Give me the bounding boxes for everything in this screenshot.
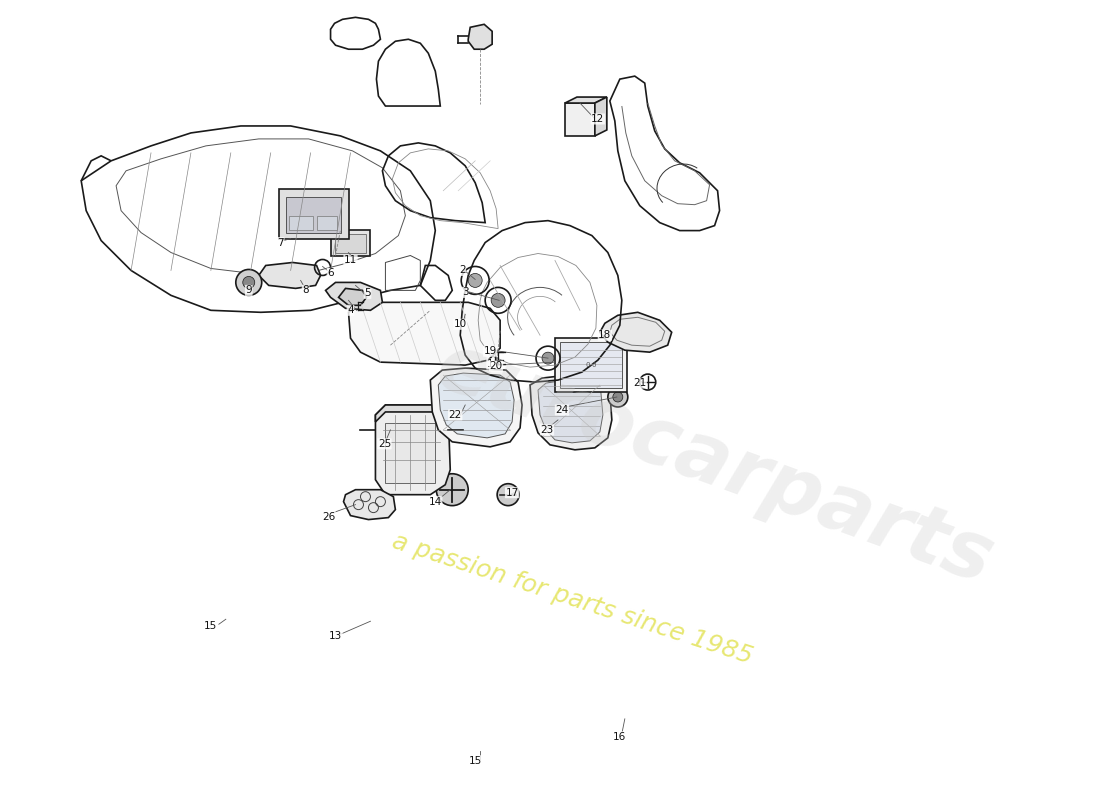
Circle shape	[491, 294, 505, 307]
Text: 26: 26	[322, 511, 335, 522]
Bar	[331, 230, 371, 255]
Circle shape	[437, 474, 469, 506]
Text: 13: 13	[329, 631, 342, 641]
Text: 22: 22	[449, 410, 462, 420]
Polygon shape	[595, 97, 607, 136]
Text: 12: 12	[592, 114, 605, 124]
Polygon shape	[600, 312, 672, 352]
Text: eurocarparts: eurocarparts	[426, 326, 1003, 601]
Polygon shape	[438, 373, 514, 438]
Polygon shape	[339, 288, 366, 306]
Polygon shape	[530, 375, 612, 450]
Text: 17: 17	[506, 488, 519, 498]
Bar	[317, 216, 337, 230]
Circle shape	[542, 352, 554, 364]
Bar	[565, 103, 595, 136]
Polygon shape	[469, 24, 492, 50]
Bar	[334, 234, 366, 253]
Text: 20: 20	[490, 361, 503, 371]
Text: 23: 23	[540, 425, 553, 435]
Polygon shape	[343, 490, 395, 519]
Text: 24: 24	[556, 405, 569, 415]
Polygon shape	[430, 368, 522, 447]
Text: 5: 5	[364, 288, 371, 298]
Polygon shape	[538, 380, 603, 443]
Text: 11: 11	[344, 255, 358, 266]
Text: 0-0: 0-0	[585, 362, 596, 368]
Text: 18: 18	[598, 330, 612, 340]
Polygon shape	[565, 97, 607, 103]
Circle shape	[469, 274, 482, 287]
Text: 7: 7	[277, 238, 284, 247]
Text: 15: 15	[205, 622, 218, 631]
Text: 14: 14	[429, 497, 442, 506]
Text: 8: 8	[302, 286, 309, 295]
Polygon shape	[326, 282, 383, 310]
Text: 25: 25	[377, 439, 390, 449]
Text: 1: 1	[487, 359, 494, 369]
Bar	[560, 342, 621, 388]
Circle shape	[235, 270, 262, 295]
Polygon shape	[375, 405, 449, 422]
Text: 19: 19	[484, 346, 497, 356]
Bar	[278, 189, 349, 238]
Circle shape	[243, 277, 255, 288]
Circle shape	[497, 484, 519, 506]
Circle shape	[608, 387, 628, 407]
Text: 6: 6	[327, 269, 334, 278]
Polygon shape	[258, 262, 320, 288]
Text: 16: 16	[613, 732, 626, 742]
Text: 9: 9	[245, 286, 252, 295]
Polygon shape	[349, 302, 500, 365]
Bar	[556, 338, 627, 392]
Text: 2: 2	[459, 266, 465, 275]
Text: a passion for parts since 1985: a passion for parts since 1985	[388, 530, 756, 669]
Circle shape	[613, 392, 623, 402]
Text: 21: 21	[634, 378, 647, 388]
Text: 4: 4	[348, 306, 354, 315]
Bar	[385, 423, 436, 482]
Text: 15: 15	[469, 756, 482, 766]
Text: 10: 10	[453, 319, 466, 330]
Text: 3: 3	[462, 287, 469, 298]
Polygon shape	[375, 405, 450, 494]
Bar	[288, 216, 312, 230]
Bar	[286, 197, 341, 233]
